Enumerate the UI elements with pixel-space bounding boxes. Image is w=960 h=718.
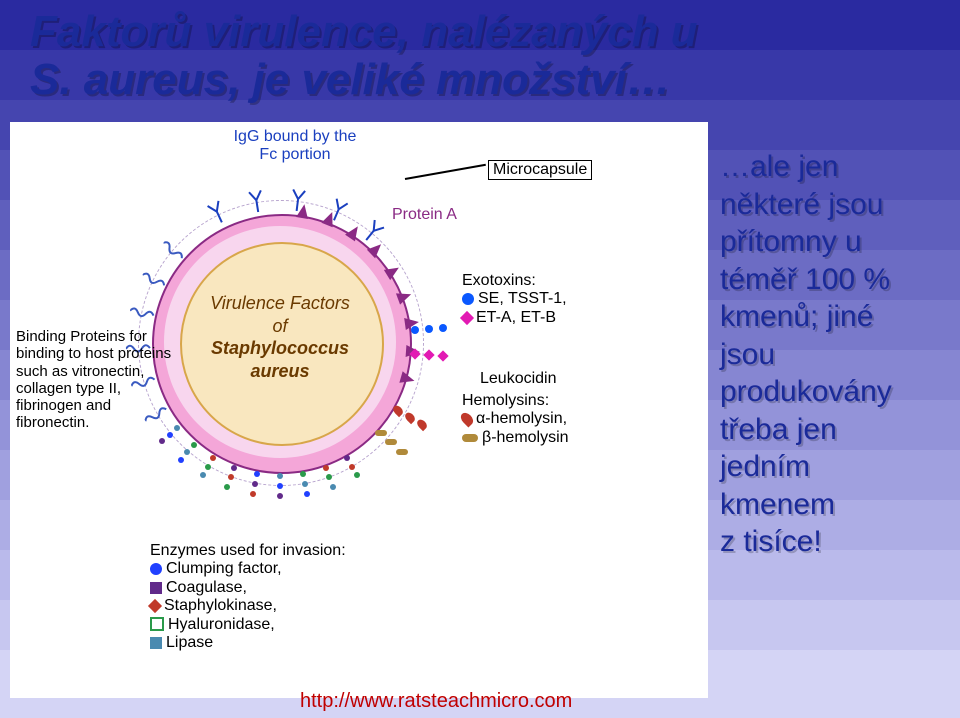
enzyme-row: Lipase: [150, 634, 346, 652]
enzyme-swatch: [148, 599, 162, 613]
bind-l6: fibronectin.: [16, 414, 89, 431]
bind-l3: such as vitronectin,: [16, 363, 144, 380]
enzyme-text: Hyaluronidase,: [168, 616, 275, 633]
leukocidin-row: Leukocidin: [462, 370, 557, 388]
slide-title: Faktorů virulence, nalézaných u S. aureu…: [30, 8, 940, 105]
virulence-diagram: Virulence FactorsofStaphylococcusaureus …: [10, 122, 708, 698]
microcapsule-text: Microcapsule: [488, 160, 592, 180]
title-line1: Faktorů virulence, nalézaných u: [30, 7, 698, 56]
exotoxins-header: Exotoxins:: [462, 272, 567, 290]
enzyme-row: Hyaluronidase,: [150, 616, 346, 634]
hemo-row2: β-hemolysin: [462, 429, 569, 447]
enzyme-swatch: [150, 563, 162, 575]
source-link-text: http://www.ratsteachmicro.com: [300, 690, 572, 712]
exotoxins-row1: SE, TSST-1,: [462, 290, 567, 308]
enzyme-text: Clumping factor,: [166, 560, 282, 577]
source-link[interactable]: http://www.ratsteachmicro.com: [300, 690, 572, 713]
enzyme-text: Lipase: [166, 634, 213, 651]
exotoxin-swatch-1: [462, 293, 474, 305]
bind-l4: collagen type II,: [16, 380, 121, 397]
enzymes-block: Enzymes used for invasion: Clumping fact…: [150, 542, 346, 652]
hemo-text-2: β-hemolysin: [482, 429, 569, 446]
title-species: S. aureus: [30, 55, 228, 104]
title-line2b: , je veliké množství…: [228, 55, 671, 104]
enzyme-swatch: [150, 617, 164, 631]
enzyme-text: Coagulase,: [166, 579, 247, 596]
exotoxins-block: Exotoxins: SE, TSST-1, ET-A, ET-B: [462, 272, 567, 327]
proteina-label: Protein A: [392, 206, 457, 224]
igg-label-l1: IgG bound by the: [234, 128, 357, 145]
enzymes-header: Enzymes used for invasion:: [150, 542, 346, 560]
hemo-row1: α-hemolysin,: [462, 410, 569, 428]
microcapsule-label: Microcapsule: [488, 160, 592, 180]
hemo-swatch-2: [462, 434, 478, 442]
exotoxin-text-1: SE, TSST-1,: [478, 290, 567, 307]
side-paragraph: …ale jenněkteré jsoupřítomny utéměř 100 …: [720, 148, 950, 561]
leukocidin-swatch: [462, 371, 476, 387]
hemolysins-header: Hemolysins:: [462, 392, 569, 410]
enzyme-row: Clumping factor,: [150, 560, 346, 578]
exotoxin-text-2: ET-A, ET-B: [476, 309, 556, 326]
proteina-text: Protein A: [392, 206, 457, 223]
bind-l2: binding to host proteins: [16, 345, 171, 362]
binding-proteins-label: Binding Proteins for binding to host pro…: [16, 328, 176, 432]
leukocidin-text: Leukocidin: [480, 370, 557, 387]
bind-l1: Binding Proteins for: [16, 328, 147, 345]
hemo-swatch-1: [459, 411, 476, 428]
exotoxin-swatch-2: [460, 310, 474, 324]
igg-label: IgG bound by the Fc portion: [210, 128, 380, 165]
enzymes-rows: Clumping factor, Coagulase,Staphylokinase…: [150, 560, 346, 652]
virulence-factors-label: Virulence FactorsofStaphylococcusaureus: [190, 292, 370, 382]
enzyme-text: Staphylokinase,: [164, 597, 277, 614]
igg-label-l2: Fc portion: [259, 146, 330, 163]
enzyme-row: Coagulase,: [150, 579, 346, 597]
enzyme-swatch: [150, 582, 162, 594]
bind-l5: fibrinogen and: [16, 397, 111, 414]
hemolysins-block: Hemolysins: α-hemolysin, β-hemolysin: [462, 392, 569, 447]
enzyme-row: Staphylokinase,: [150, 597, 346, 615]
enzyme-swatch: [150, 637, 162, 649]
diagram-panel: Virulence FactorsofStaphylococcusaureus …: [10, 122, 708, 698]
exotoxins-row2: ET-A, ET-B: [462, 309, 567, 327]
hemo-text-1: α-hemolysin,: [476, 410, 567, 427]
